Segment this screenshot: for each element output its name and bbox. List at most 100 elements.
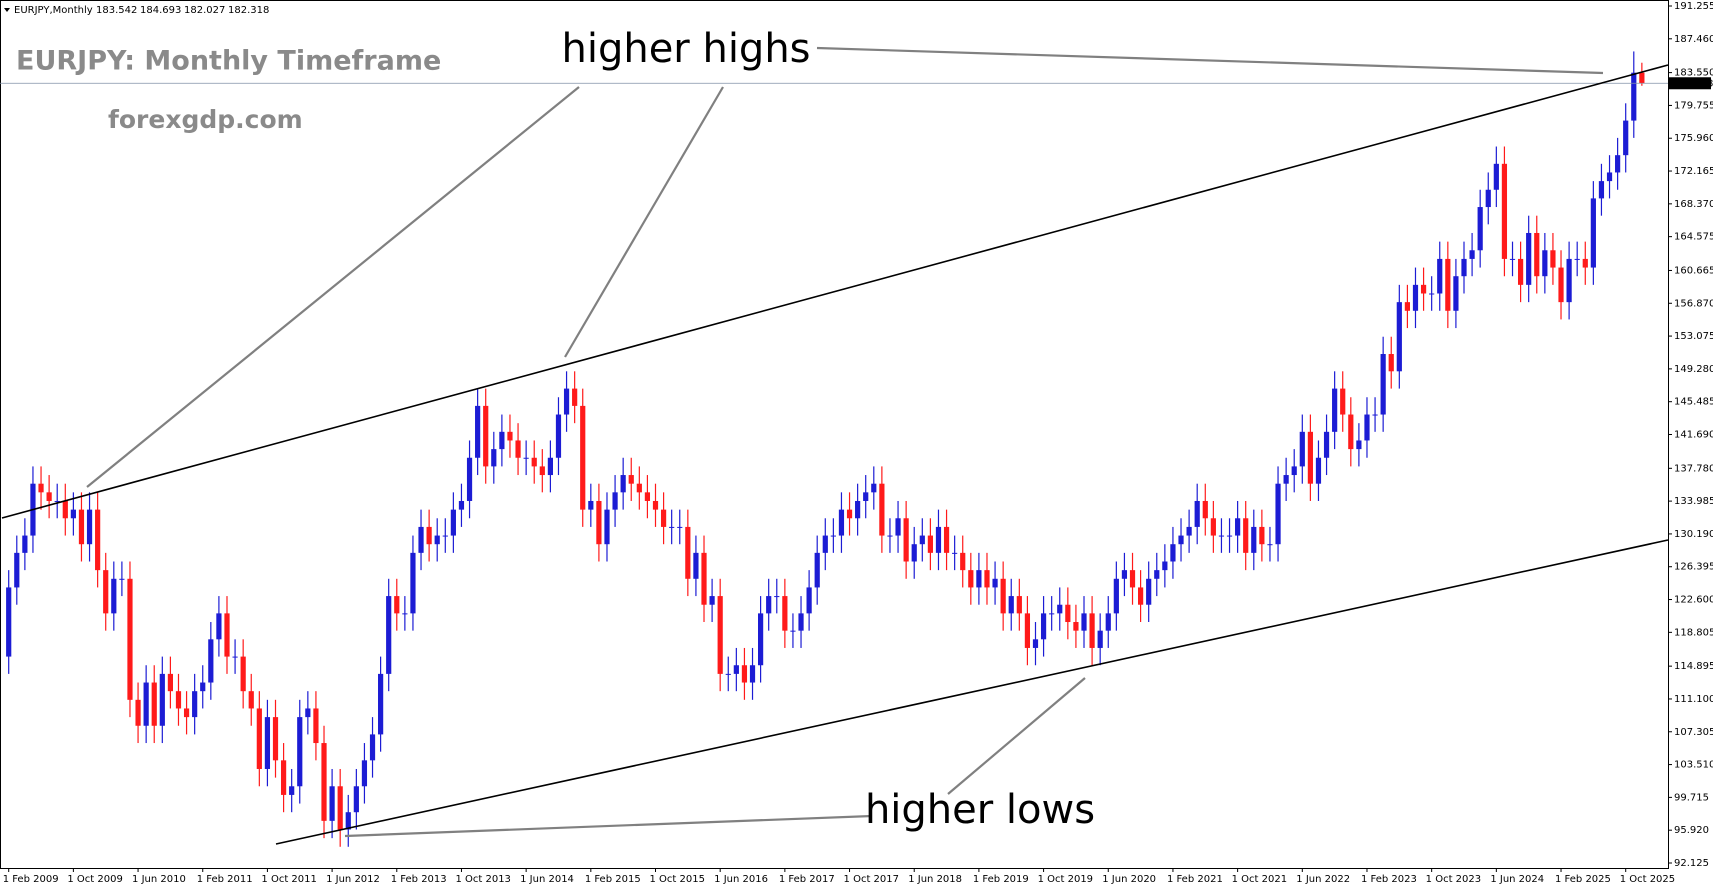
candle-body [790, 630, 796, 632]
marks [0, 51, 1668, 847]
candle-body [46, 492, 52, 501]
candle-body [1105, 613, 1111, 631]
pointer-line [816, 46, 1604, 75]
candle-body [240, 656, 246, 692]
candle-body [38, 483, 44, 493]
candle-body [1016, 596, 1022, 614]
x-tick-label: 1 Feb 2009 [3, 874, 59, 885]
candle-body [192, 691, 198, 718]
candle-body [1024, 613, 1031, 648]
candle-body [620, 475, 626, 493]
candle-body [329, 786, 335, 821]
candle-body [968, 570, 974, 588]
candle-body [410, 552, 416, 614]
candle-body [394, 596, 400, 614]
candle-body [200, 682, 206, 692]
candle-body [806, 587, 812, 614]
candle-body [1429, 293, 1435, 295]
candle-body [361, 760, 368, 787]
candle-body [95, 509, 101, 571]
pointer-line [564, 86, 724, 358]
candle-body [1582, 258, 1588, 268]
chart-subtitle: forexgdp.com [108, 105, 303, 134]
candle-body [1065, 604, 1071, 623]
candle-body [1445, 258, 1451, 311]
candle-body [1057, 604, 1063, 614]
candle-body [264, 717, 271, 769]
candle-body [369, 734, 376, 761]
candle-body [127, 578, 133, 700]
candle-body [345, 812, 351, 830]
y-tick-label: 133.985 [1674, 496, 1713, 507]
header: EURJPY,Monthly 183.542 184.693 182.027 1… [4, 5, 269, 16]
candle-body [879, 483, 885, 536]
candle-body [693, 552, 699, 579]
candle-body [855, 500, 861, 519]
candle-body [952, 552, 958, 554]
y-tick-label: 187.460 [1674, 34, 1713, 45]
candle-body [1493, 163, 1499, 190]
candle-body [1129, 570, 1136, 588]
y-tick-label: 114.895 [1674, 661, 1713, 672]
y-tick-label: 130.190 [1674, 529, 1713, 540]
price-label-box [1669, 77, 1711, 90]
candle-body [636, 483, 642, 493]
x-tick-label: 1 Oct 2021 [1232, 874, 1287, 885]
y-tick-label: 141.690 [1674, 430, 1713, 441]
x-tick-label: 1 Oct 2017 [844, 874, 899, 885]
pointer-line [86, 86, 580, 488]
x-tick-label: 1 Oct 2009 [67, 874, 122, 885]
candle-body [1461, 258, 1467, 277]
candle-body [434, 535, 440, 545]
candle-body [1574, 258, 1580, 260]
symbol: EURJPY,Monthly [14, 5, 93, 16]
candle-body [1550, 250, 1556, 268]
y-tick-label: 160.665 [1674, 265, 1713, 276]
candle-body [159, 673, 165, 726]
x-tick-label: 1 Feb 2023 [1361, 874, 1417, 885]
candle-body [1566, 258, 1572, 303]
candle-body [378, 673, 384, 735]
y-tick-label: 183.550 [1674, 68, 1713, 79]
candle-body [547, 457, 553, 476]
candle-body [1340, 388, 1346, 415]
candle-body [1032, 639, 1039, 648]
candle-body [660, 509, 667, 527]
candle-body [321, 743, 327, 821]
x-tick-label: 1 Oct 2023 [1426, 874, 1481, 885]
candle-body [272, 717, 279, 761]
candle-body [992, 578, 998, 588]
candle-body [523, 457, 529, 459]
x-tick-label: 1 Jun 2014 [520, 874, 574, 885]
y-tick-label: 111.100 [1674, 694, 1713, 705]
candle-body [143, 682, 149, 726]
candle-body [1437, 258, 1443, 294]
x-tick-label: 1 Feb 2013 [391, 874, 447, 885]
x-tick-label: 1 Jun 2018 [908, 874, 962, 885]
trend-lines [1, 46, 1669, 845]
y-tick-label: 149.280 [1674, 364, 1713, 375]
candle-body [1517, 258, 1524, 285]
candle-body [1138, 587, 1144, 605]
candle-body [612, 492, 618, 510]
y-tick-label: 145.485 [1674, 397, 1713, 408]
candle-body [749, 665, 756, 683]
candle-body [555, 414, 562, 458]
candle-body [1154, 570, 1160, 579]
candle-body [774, 596, 780, 598]
candle-body [1348, 414, 1354, 450]
candle-body [386, 596, 392, 674]
candle-body [1202, 500, 1208, 519]
header-high: 184.693 [140, 5, 181, 16]
pointer-line [344, 814, 873, 838]
candle-body [1275, 483, 1281, 545]
candle-body [426, 526, 432, 545]
candle-body [1453, 276, 1459, 311]
candle-body [1526, 232, 1532, 285]
x-tick-label: 1 Feb 2025 [1555, 874, 1611, 885]
candle-body [1372, 414, 1378, 416]
candle-body [208, 639, 214, 683]
candle-body [1380, 354, 1386, 415]
candle-body [1226, 535, 1233, 537]
y-tick-label: 175.960 [1674, 133, 1713, 144]
